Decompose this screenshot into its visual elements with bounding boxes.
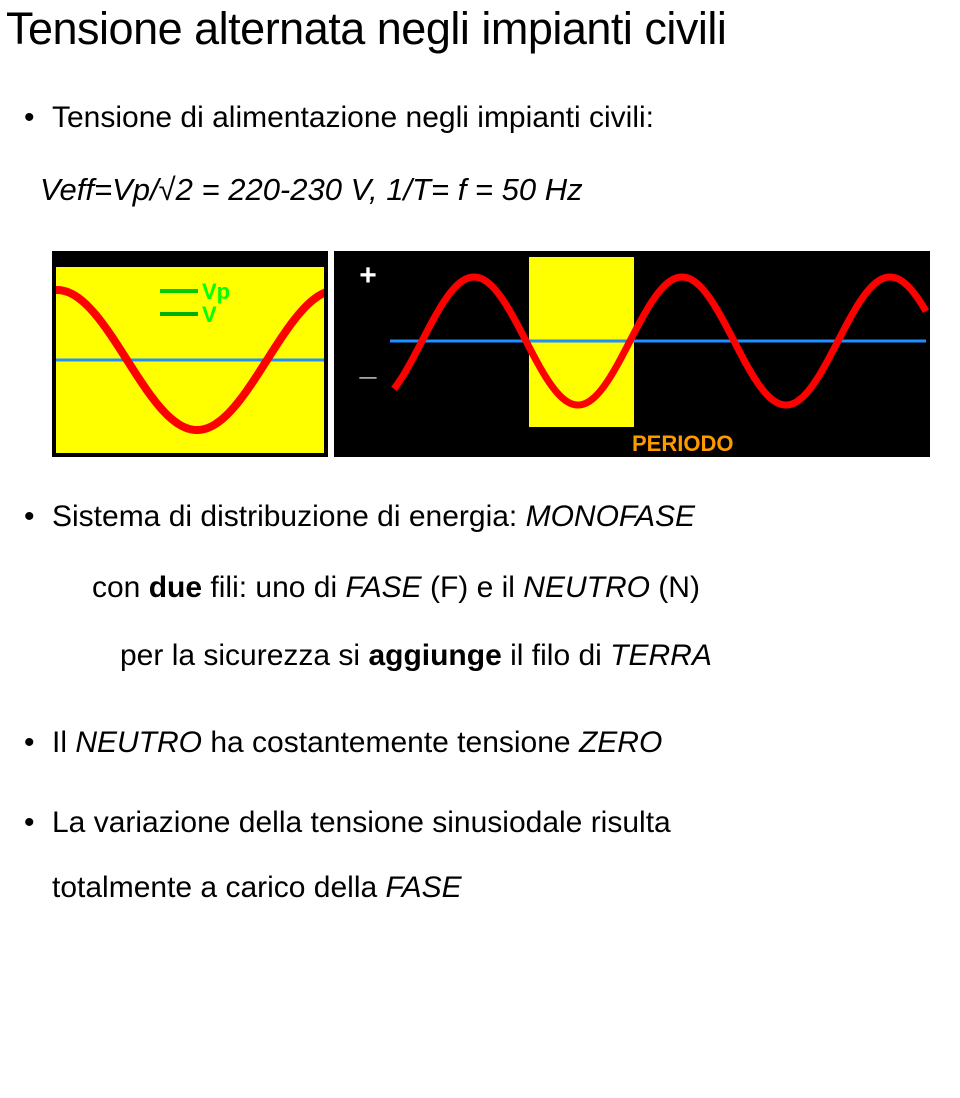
svg-text:Vp: Vp	[202, 279, 230, 304]
svg-text:+: +	[359, 259, 377, 292]
sub-2-1-b: due	[149, 571, 202, 604]
sub-2-1-e: (F) e il	[422, 571, 524, 604]
bullet-2: Sistema di distribuzione di energia: MON…	[52, 497, 960, 677]
bullet-2-text: Sistema di distribuzione di energia:	[52, 500, 526, 533]
sub-2-1-f: NEUTRO	[523, 571, 650, 604]
bullet-4: La variazione della tensione sinusiodale…	[52, 803, 960, 908]
chart-left: VpV	[52, 251, 328, 457]
b3-a: Il	[52, 726, 75, 759]
b4-b-em: FASE	[386, 871, 462, 904]
b4-b-pre: totalmente a carico della	[52, 871, 386, 904]
chart-right: + _ PERIODO	[334, 251, 930, 457]
bullet-3: Il NEUTRO ha costantemente tensione ZERO	[52, 723, 960, 764]
sub-2-2-b: aggiunge	[368, 639, 501, 672]
sub-2-1-g: (N)	[650, 571, 700, 604]
charts-row: VpV + _ PERIODO	[52, 251, 960, 457]
b3-b: NEUTRO	[75, 726, 202, 759]
sub-2-2-d: TERRA	[610, 639, 712, 672]
bullet-1: Tensione di alimentazione negli impianti…	[52, 98, 960, 139]
sub-2-2-a: per la sicurezza si	[120, 639, 368, 672]
b4-line1: La variazione della tensione sinusiodale…	[52, 803, 960, 844]
svg-text:PERIODO: PERIODO	[632, 431, 733, 456]
sub-2-2-c: il filo di	[502, 639, 610, 672]
svg-text:V: V	[202, 302, 217, 327]
b3-d: ZERO	[579, 726, 662, 759]
page-title: Tensione alternata negli impianti civili	[6, 4, 960, 54]
svg-text:_: _	[359, 349, 377, 382]
formula-line: Veff=Vp/√2 = 220-230 V, 1/T= f = 50 Hz	[0, 168, 960, 211]
sub-2-1-d: FASE	[345, 571, 421, 604]
b3-c: ha costantemente tensione	[202, 726, 579, 759]
sub-2-1-c: fili: uno di	[202, 571, 345, 604]
sub-2-1-a: con	[92, 571, 149, 604]
monofase: MONOFASE	[526, 500, 695, 533]
